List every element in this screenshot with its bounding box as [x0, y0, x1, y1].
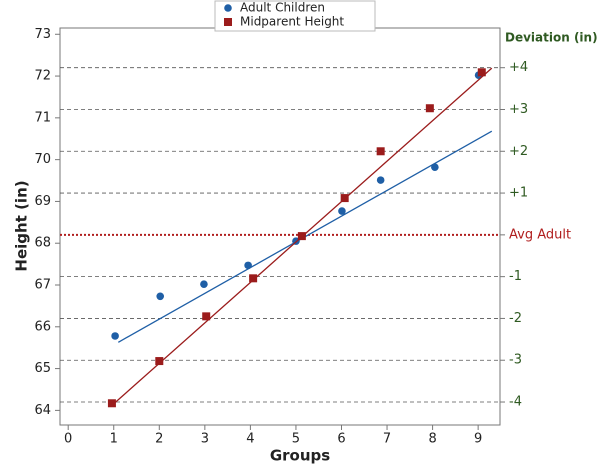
- data-point: [107, 399, 116, 408]
- legend-marker: [224, 18, 232, 26]
- x-tick-label: 2: [155, 432, 163, 447]
- data-point: [338, 207, 346, 215]
- x-tick-label: 4: [246, 432, 254, 447]
- y2-tick-label: -3: [509, 353, 522, 368]
- x-tick-label: 7: [383, 432, 391, 447]
- x-tick-label: 5: [292, 432, 300, 447]
- data-point: [340, 194, 349, 203]
- x-tick-label: 1: [110, 432, 118, 447]
- x-tick-label: 9: [474, 432, 482, 447]
- data-point: [431, 163, 439, 171]
- data-point: [202, 312, 211, 321]
- legend-label: Midparent Height: [240, 15, 344, 29]
- data-point: [111, 332, 119, 340]
- y-tick-label: 71: [34, 110, 51, 125]
- x-tick-label: 3: [201, 432, 209, 447]
- data-point: [477, 68, 486, 77]
- y-tick-label: 69: [34, 194, 51, 209]
- y-tick-label: 66: [34, 319, 51, 334]
- y2-axis-title: Deviation (in): [505, 31, 598, 45]
- y2-tick-label: -1: [509, 269, 522, 284]
- x-tick-label: 6: [337, 432, 345, 447]
- y2-tick-label: +4: [509, 60, 528, 75]
- y2-tick-label: +3: [509, 102, 528, 117]
- y-tick-label: 68: [34, 236, 51, 251]
- data-point: [244, 261, 252, 270]
- y2-tick-label: Avg Adult: [509, 227, 571, 242]
- data-point: [249, 274, 258, 283]
- x-tick-label: 8: [428, 432, 436, 447]
- data-point: [297, 232, 306, 241]
- data-point: [200, 280, 208, 288]
- y2-tick-label: +2: [509, 144, 528, 159]
- y-tick-label: 72: [34, 69, 51, 84]
- data-point: [425, 104, 434, 113]
- y2-tick-label: -2: [509, 311, 522, 326]
- legend-box: [214, 0, 376, 32]
- y-tick-label: 64: [34, 403, 51, 418]
- data-point: [156, 292, 165, 301]
- x-tick-label: 0: [64, 432, 72, 447]
- x-axis-title: Groups: [270, 447, 330, 465]
- y-tick-label: 73: [34, 27, 51, 42]
- data-point: [376, 147, 385, 156]
- y-axis-title: Height (in): [13, 180, 31, 271]
- y2-tick-label: +1: [509, 186, 528, 201]
- legend-marker: [224, 4, 232, 12]
- legend-label: Adult Children: [240, 1, 325, 15]
- y-tick-label: 67: [34, 278, 51, 293]
- data-point: [376, 176, 385, 184]
- y-tick-label: 65: [34, 361, 51, 376]
- y-tick-label: 70: [34, 152, 51, 167]
- y2-tick-label: -4: [509, 395, 522, 410]
- data-point: [155, 357, 164, 366]
